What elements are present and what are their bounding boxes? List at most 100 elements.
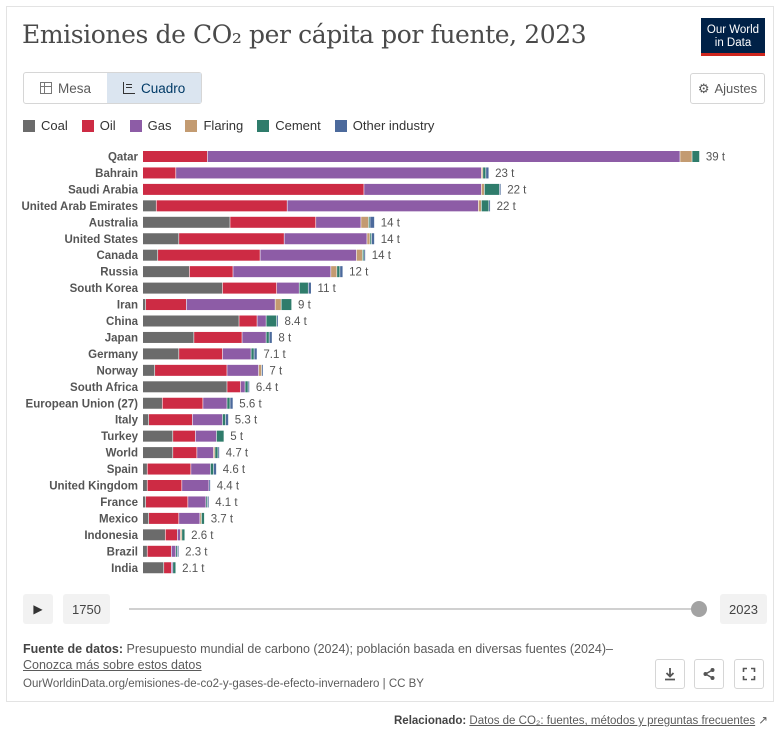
bar-segment-flaring[interactable] (367, 233, 370, 245)
legend-item-gas[interactable]: Gas (129, 118, 171, 133)
bar-segment-cement[interactable] (266, 315, 277, 327)
bar-segment-other-industry[interactable] (254, 348, 257, 360)
bar-segment-coal[interactable] (143, 266, 190, 278)
bar-segment-cement[interactable] (481, 200, 489, 212)
bar-segment-oil[interactable] (147, 463, 191, 475)
bar-segment-gas[interactable] (186, 299, 275, 311)
bar-segment-cement[interactable] (206, 496, 208, 508)
bar-segment-other-industry[interactable] (340, 266, 343, 278)
tab-chart[interactable]: Cuadro (107, 73, 202, 103)
bar-segment-coal[interactable] (143, 249, 158, 261)
bar-segment-gas[interactable] (222, 348, 251, 360)
share-button[interactable] (694, 659, 724, 689)
bar-segment-gas[interactable] (284, 233, 367, 245)
bar-segment-cement[interactable] (215, 447, 218, 459)
bar-segment-coal[interactable] (143, 233, 179, 245)
bar-segment-flaring[interactable] (213, 447, 215, 459)
bar-segment-cement[interactable] (210, 463, 214, 475)
bar-segment-coal[interactable] (143, 348, 179, 360)
bar-segment-coal[interactable] (143, 299, 146, 311)
bar-segment-oil[interactable] (230, 216, 316, 228)
bar-segment-cement[interactable] (266, 331, 269, 343)
bar-segment-oil[interactable] (239, 315, 257, 327)
bar-segment-cement[interactable] (299, 282, 308, 294)
end-year-box[interactable]: 2023 (720, 594, 767, 624)
bar-segment-coal[interactable] (143, 381, 227, 393)
bar-segment-other-industry[interactable] (269, 331, 272, 343)
bar-segment-gas[interactable] (242, 331, 266, 343)
bar-segment-gas[interactable] (182, 480, 209, 491)
bar-segment-other-industry[interactable] (230, 397, 233, 409)
bar-segment-oil[interactable] (143, 151, 208, 162)
bar-segment-flaring[interactable] (478, 200, 482, 212)
bar-segment-coal[interactable] (143, 447, 173, 459)
bar-segment-oil[interactable] (143, 183, 364, 195)
bar-segment-coal[interactable] (143, 414, 149, 426)
bar-segment-oil[interactable] (146, 496, 188, 508)
bar-segment-flaring[interactable] (331, 266, 337, 278)
bar-segment-other-industry[interactable] (209, 480, 211, 491)
timeline-track[interactable] (129, 608, 699, 610)
bar-segment-coal[interactable] (143, 545, 147, 557)
bar-segment-gas[interactable] (191, 463, 211, 475)
bar-segment-cement[interactable] (173, 562, 176, 574)
bar-segment-gas[interactable] (171, 545, 176, 557)
start-year-box[interactable]: 1750 (63, 594, 110, 624)
bar-segment-cement[interactable] (251, 348, 254, 360)
legend-item-other-industry[interactable]: Other industry (334, 118, 434, 133)
bar-segment-flaring[interactable] (481, 167, 483, 179)
bar-segment-gas[interactable] (171, 562, 173, 574)
bar-segment-oil[interactable] (149, 512, 179, 524)
bar-segment-flaring[interactable] (361, 216, 369, 228)
bar-segment-other-industry[interactable] (486, 167, 489, 179)
bar-segment-gas[interactable] (195, 430, 217, 442)
bar-segment-gas[interactable] (192, 414, 223, 426)
bar-segment-flaring[interactable] (200, 512, 202, 524)
bar-segment-coal[interactable] (143, 529, 165, 541)
bar-segment-oil[interactable] (158, 249, 260, 261)
legend-item-coal[interactable]: Coal (23, 118, 68, 133)
bar-segment-gas[interactable] (176, 167, 482, 179)
bar-segment-oil[interactable] (147, 545, 171, 557)
bar-segment-other-industry[interactable] (177, 545, 179, 557)
bar-segment-gas[interactable] (188, 496, 206, 508)
bar-segment-other-industry[interactable] (370, 216, 375, 228)
settings-button[interactable]: ⚙ Ajustes (690, 73, 765, 104)
bar-segment-gas[interactable] (240, 381, 245, 393)
bar-segment-other-industry[interactable] (276, 315, 278, 327)
bar-segment-cement[interactable] (245, 381, 248, 393)
timeline-handle[interactable] (691, 601, 707, 617)
bar-segment-cement[interactable] (176, 545, 178, 557)
bar-segment-gas[interactable] (207, 151, 680, 162)
learn-more-link[interactable]: Conozca más sobre estos datos (23, 658, 202, 672)
bar-segment-oil[interactable] (155, 364, 227, 376)
bar-segment-oil[interactable] (162, 397, 203, 409)
bar-segment-flaring[interactable] (258, 364, 262, 376)
bar-segment-gas[interactable] (364, 183, 482, 195)
bar-segment-other-industry[interactable] (218, 447, 220, 459)
bar-segment-other-industry[interactable] (499, 183, 501, 195)
bar-segment-oil[interactable] (189, 266, 233, 278)
bar-segment-coal[interactable] (143, 200, 156, 212)
bar-segment-oil[interactable] (222, 282, 277, 294)
bar-segment-cement[interactable] (281, 299, 292, 311)
bar-segment-gas[interactable] (276, 282, 299, 294)
bar-segment-oil[interactable] (194, 331, 242, 343)
bar-segment-coal[interactable] (143, 216, 230, 228)
bar-segment-other-industry[interactable] (371, 233, 375, 245)
bar-segment-other-industry[interactable] (207, 496, 209, 508)
bar-segment-cement[interactable] (227, 397, 230, 409)
fullscreen-button[interactable] (734, 659, 764, 689)
bar-segment-other-industry[interactable] (489, 200, 491, 212)
tab-table[interactable]: Mesa (24, 73, 107, 103)
bar-segment-oil[interactable] (146, 299, 187, 311)
bar-segment-gas[interactable] (197, 447, 214, 459)
bar-segment-other-industry[interactable] (225, 414, 229, 426)
bar-segment-coal[interactable] (143, 315, 239, 327)
bar-segment-coal[interactable] (143, 463, 147, 475)
bar-segment-coal[interactable] (143, 480, 147, 491)
bar-segment-flaring[interactable] (275, 299, 281, 311)
bar-segment-gas[interactable] (177, 529, 181, 541)
bar-segment-other-industry[interactable] (248, 381, 250, 393)
bar-segment-flaring[interactable] (356, 249, 363, 261)
